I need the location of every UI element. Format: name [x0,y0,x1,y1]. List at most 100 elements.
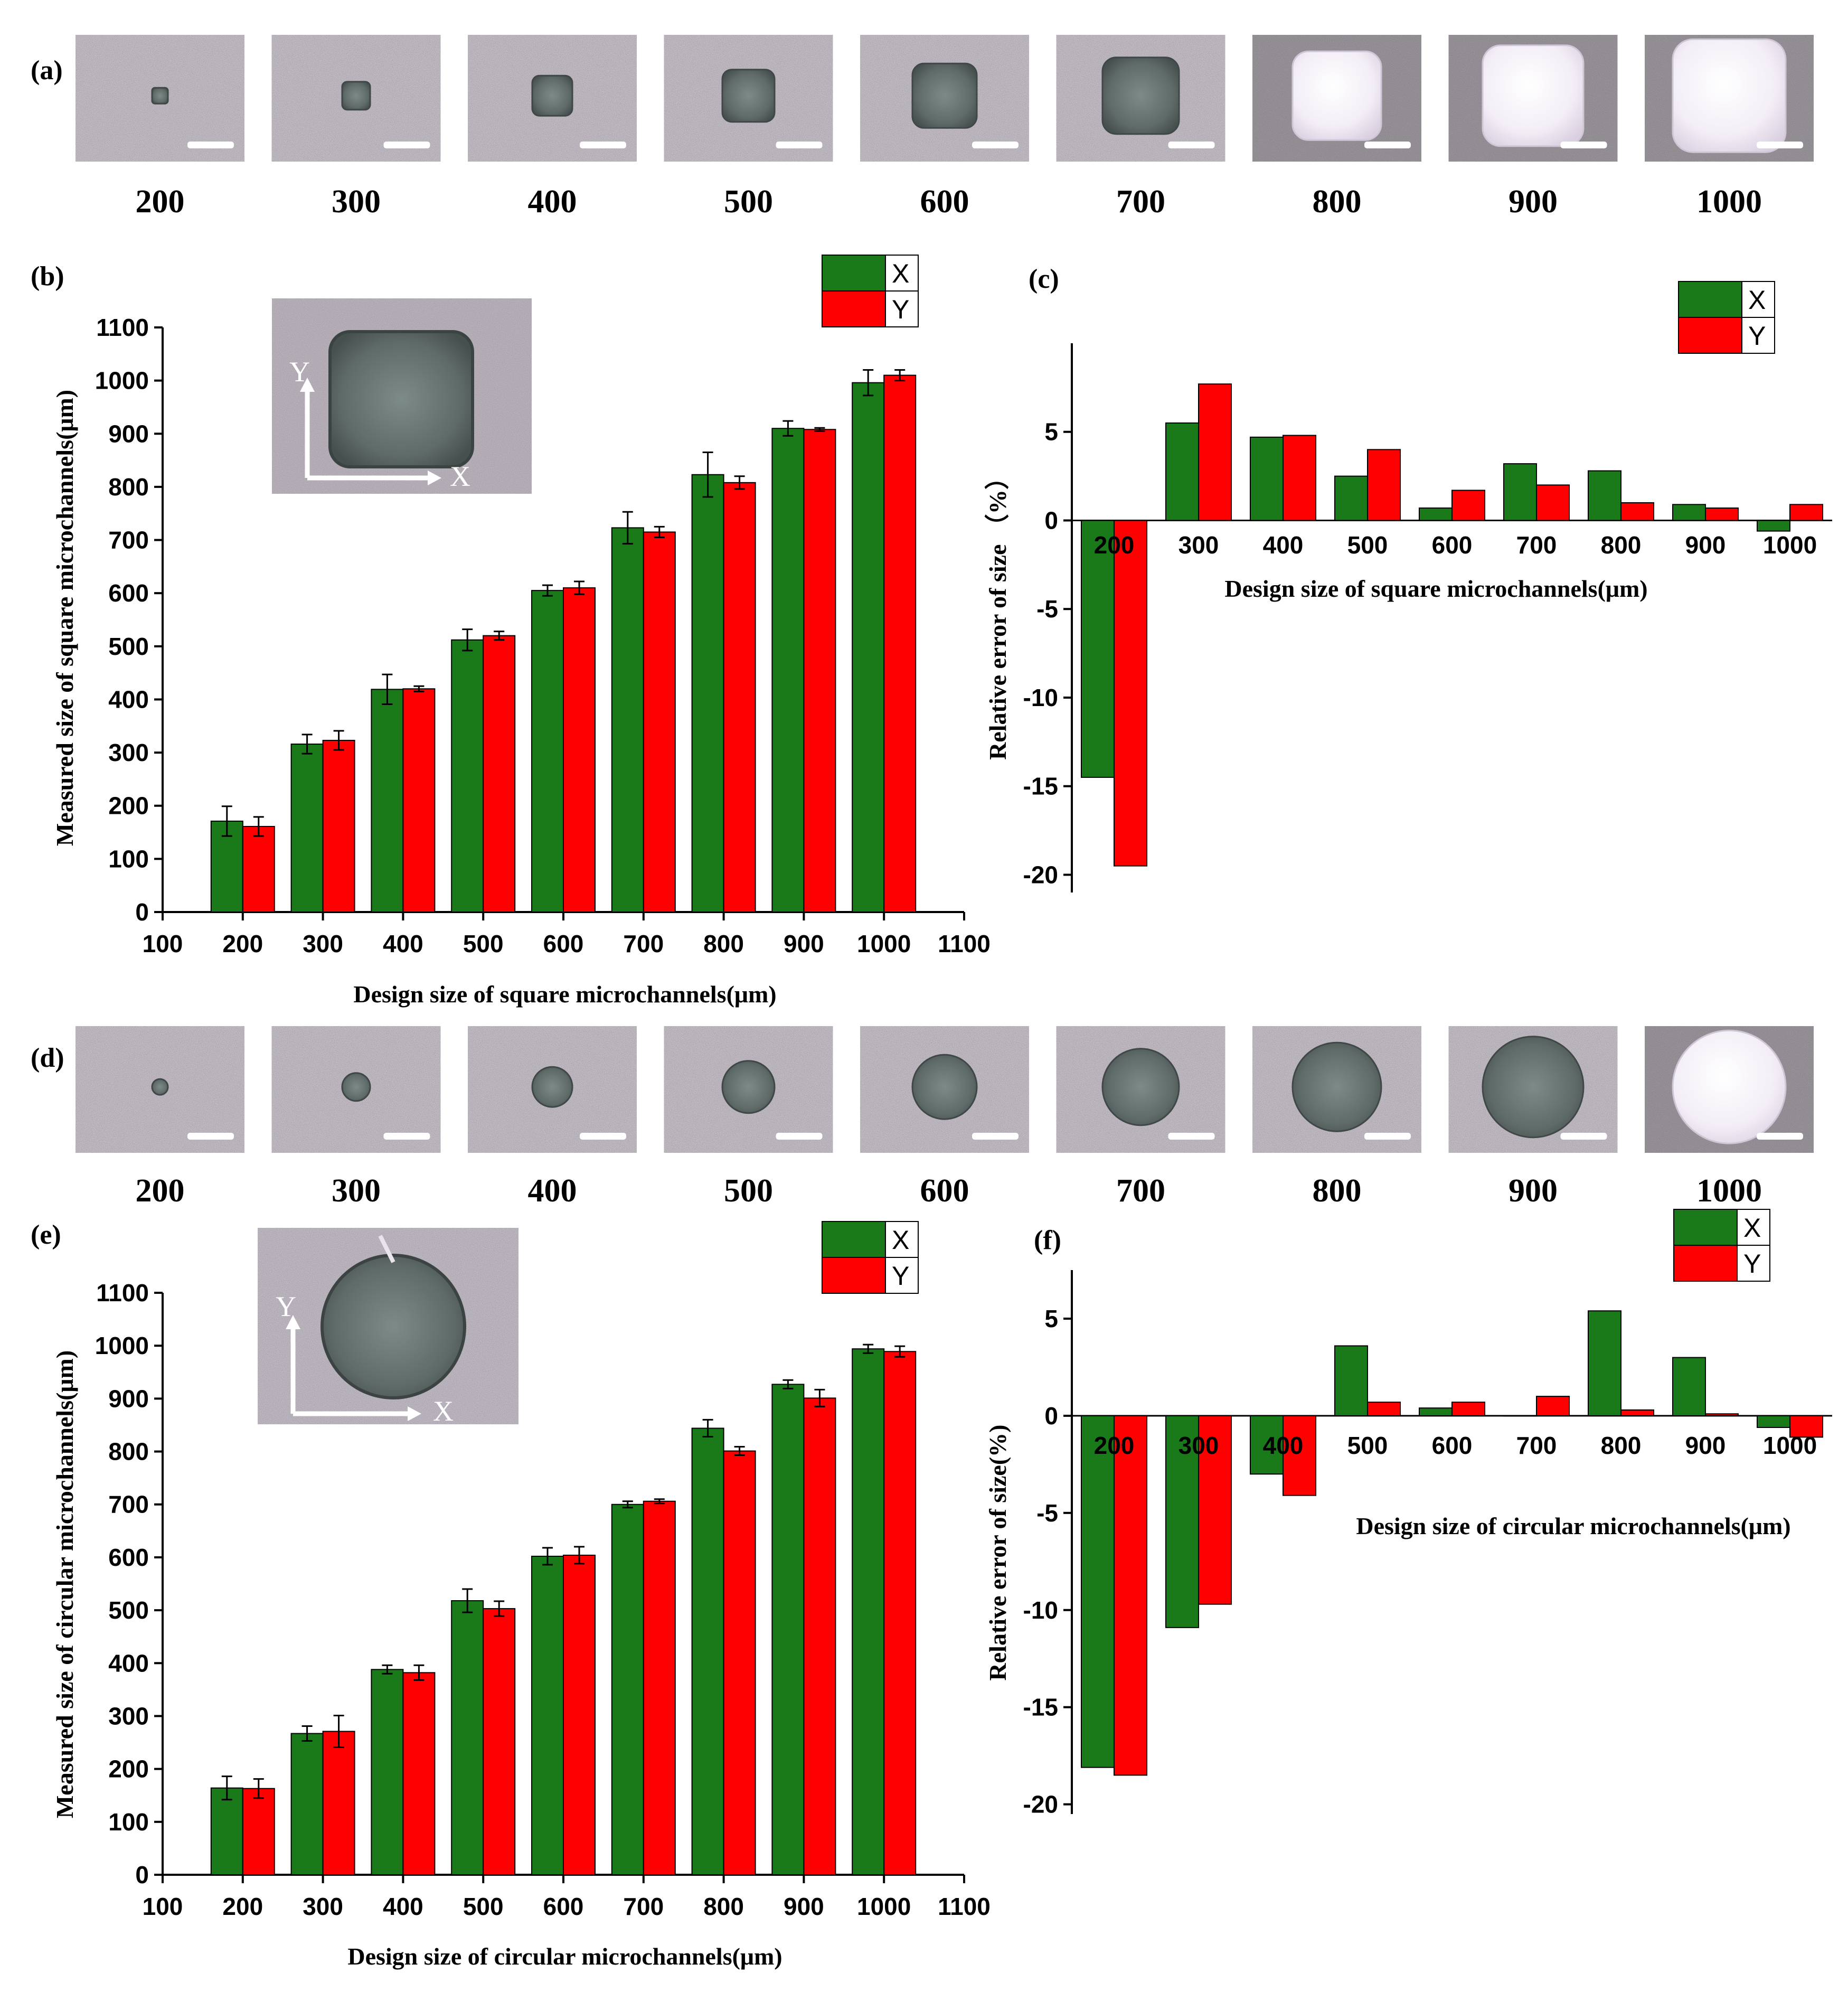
x-tick-label: 600 [543,930,584,957]
circular-hole [531,1066,573,1108]
panel-label-f: (f) [1034,1225,1061,1255]
circular-hole [151,1078,169,1096]
x-tick-label: 700 [623,1893,664,1920]
square-hole [1101,57,1180,135]
legend: XY [822,255,919,327]
y-tick-label: -10 [1023,1596,1058,1624]
x-tick-label: 400 [1263,531,1304,559]
x-tick-label: 700 [1516,1432,1557,1459]
y-tick-label: 900 [108,1385,149,1412]
bar-X-800 [1588,1310,1621,1416]
bar-X-200 [1081,520,1115,778]
x-tick-label: 1100 [938,930,991,957]
micrograph-caption-900: 900 [1508,1173,1558,1209]
bar-Y-1000 [883,374,917,913]
micrograph-800: 800 [1252,35,1421,220]
micrograph-caption-700: 700 [1116,1173,1165,1209]
bar-Y-700 [1536,1396,1570,1416]
y-tick-label: 700 [108,527,149,554]
chart-f-circular-relative-error: -20 -15 -10 -5 0 5 200 300 400 500 600 700 800 900 100… [984,1209,1832,1818]
y-tick-label: -20 [1023,1791,1058,1818]
y-tick-label: 500 [108,1596,149,1624]
inset-x-label: X [433,1395,454,1427]
scale-bar [1364,1133,1411,1140]
bar-Y-200 [1114,1415,1147,1776]
bar-X-300 [1165,422,1199,521]
x-tick-label: 800 [1601,531,1642,559]
x-tick-label: 900 [784,1893,824,1920]
panel-label-a: (a) [31,55,63,86]
y-tick-label: 200 [108,1755,149,1783]
y-tick-label: 400 [108,1649,149,1677]
micrograph-800: 800 [1252,1026,1421,1209]
micrograph-300: 300 [271,35,441,220]
x-tick-label: 200 [1094,1432,1135,1459]
square-micrograph-strip: 200 300 400 500 600 700 800 900 1000 [76,35,1814,220]
bar-X-700 [611,1504,644,1875]
circular-hole [721,1060,776,1114]
micrograph-caption-600: 600 [920,1173,969,1209]
x-axis-title: Design size of circular microchannels(μm… [1356,1512,1790,1539]
y-tick-label: 0 [135,1861,149,1888]
legend-label-box [1737,1209,1770,1246]
legend-label-box [1737,1245,1770,1282]
scale-bar [580,142,626,148]
x-tick-label: 200 [222,1893,263,1920]
bar-X-500 [1334,475,1368,521]
x-tick-label: 300 [1178,531,1219,559]
circular-hole [911,1054,978,1120]
scale-bar [1364,142,1411,148]
bar-X-500 [1334,1345,1368,1416]
circular-hole [1672,1029,1787,1144]
bar-Y-200 [1114,520,1147,867]
bar-Y-300 [322,1731,355,1876]
x-tick-label: 200 [1094,531,1135,559]
circular-hole [1101,1048,1180,1126]
bar-Y-900 [1705,1413,1739,1416]
x-tick-label: 200 [222,930,263,957]
y-tick-label: -10 [1023,684,1058,711]
micrograph-600: 600 [860,1026,1029,1209]
legend-label-X: X [892,1225,909,1255]
scale-bar [1168,142,1215,148]
y-tick-label: 5 [1044,1305,1058,1332]
bar-X-300 [1165,1415,1199,1628]
bar-Y-400 [1283,435,1316,521]
y-tick-label: 1100 [96,314,149,341]
scale-bar [1757,142,1803,148]
square-inset-micrograph: X Y [272,298,532,494]
panel-label-c: (c) [1029,264,1059,294]
y-tick-label: 500 [108,633,149,660]
bar-X-600 [531,590,564,913]
legend-label-X: X [892,259,909,288]
bar-Y-900 [1705,508,1739,521]
legend-label-box [885,1221,919,1258]
x-tick-label: 300 [303,1893,343,1920]
square-hole [341,81,371,111]
y-tick-label: 0 [1044,1402,1058,1430]
square-hole [721,69,776,123]
bar-X-600 [1419,1407,1453,1416]
square-hole [1482,44,1585,147]
bar-X-600 [531,1555,564,1876]
bar-Y-300 [322,739,355,913]
micrograph-caption-700: 700 [1116,184,1165,220]
circular-hole [1291,1041,1382,1132]
micrograph-caption-800: 800 [1313,184,1362,220]
legend-label-Y: Y [1743,1249,1761,1279]
y-tick-label: 1000 [95,367,149,394]
y-tick-label: 800 [108,1438,149,1465]
micrograph-caption-400: 400 [528,184,577,220]
bar-X-800 [691,1427,724,1876]
x-tick-label: 100 [143,930,183,957]
scale-bar [1757,1133,1803,1140]
bar-X-700 [611,527,644,913]
bar-X-400 [371,1669,404,1875]
x-tick-label: 700 [1516,531,1557,559]
bar-Y-600 [563,587,596,913]
bar-X-500 [451,639,484,913]
inset-y-label: Y [276,1291,296,1322]
scale-bar [776,142,823,148]
legend-swatch-Y [1678,317,1742,354]
circular-hole [1482,1036,1585,1139]
